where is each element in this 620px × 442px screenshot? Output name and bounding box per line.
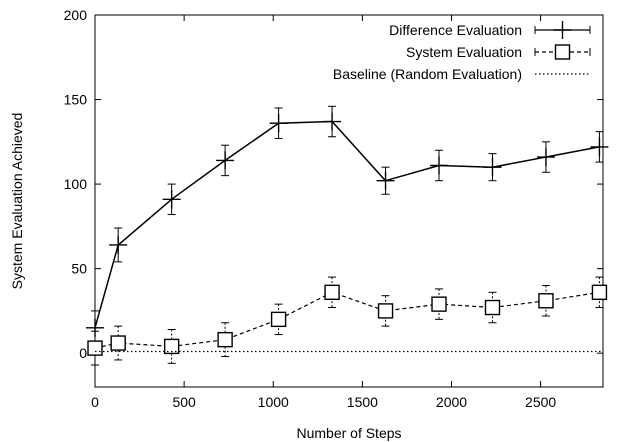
series-1 (87, 276, 608, 366)
x-tick-label: 1000 (258, 394, 289, 410)
y-tick-label: 150 (64, 92, 88, 108)
y-axis-label: System Evaluation Achieved (9, 113, 25, 290)
x-tick-label: 2000 (436, 394, 467, 410)
series-line (94, 120, 600, 329)
series-layer (86, 105, 609, 366)
x-tick-label: 1500 (347, 394, 378, 410)
data-point (163, 338, 180, 355)
x-tick-label: 500 (172, 394, 196, 410)
legend: Difference Evaluation System Evaluation Ba… (333, 21, 591, 82)
data-point (270, 311, 287, 328)
plot-frame (94, 14, 604, 388)
plot-border (94, 14, 604, 388)
y-tick-label: 200 (64, 7, 88, 23)
data-point (591, 284, 608, 301)
data-point (217, 331, 233, 348)
x-tick-label: 2500 (525, 394, 556, 410)
legend-marker (554, 44, 571, 60)
y-tick-label: 0 (79, 345, 87, 361)
data-point (87, 340, 103, 356)
x-tick-label: 0 (91, 394, 99, 410)
data-point (324, 284, 340, 301)
x-axis-label: Number of Steps (296, 425, 401, 441)
series-0 (86, 105, 609, 346)
data-point (110, 335, 126, 351)
legend-entry-label: System Evaluation (406, 44, 522, 60)
legend-entry-label: Difference Evaluation (389, 22, 522, 38)
data-point (538, 293, 554, 309)
y-tick-label: 100 (64, 176, 88, 192)
y-tick-label: 50 (71, 261, 87, 277)
data-point (431, 296, 447, 312)
data-point (484, 299, 501, 316)
legend-entry-label: Baseline (Random Evaluation) (333, 66, 522, 82)
data-point (377, 303, 394, 319)
